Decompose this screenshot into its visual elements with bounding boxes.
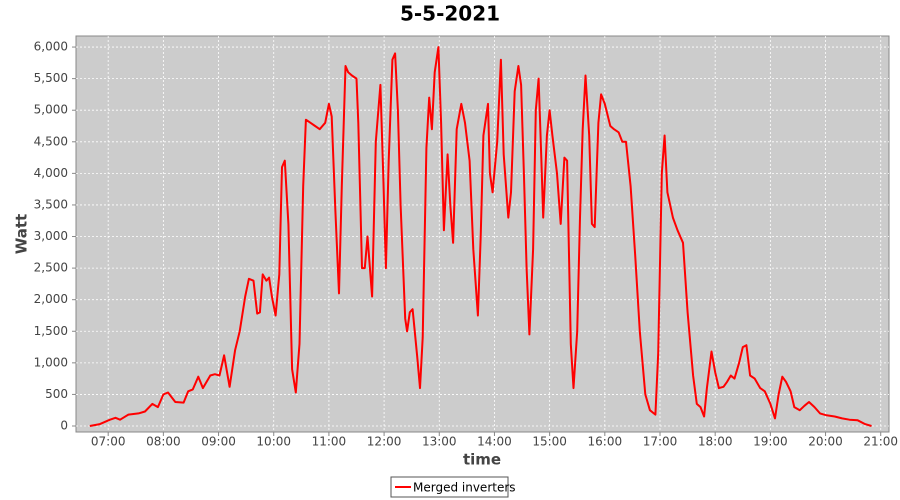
y-tick-label: 4,500 <box>34 134 68 148</box>
y-tick-label: 3,000 <box>34 229 68 243</box>
x-tick-label: 11:00 <box>312 435 347 449</box>
y-tick-label: 4,000 <box>34 166 68 180</box>
legend <box>390 476 509 498</box>
x-tick-label: 21:00 <box>863 435 898 449</box>
y-tick-label: 6,000 <box>34 40 68 54</box>
y-axis-label: Watt <box>13 214 31 254</box>
x-tick-label: 16:00 <box>588 435 623 449</box>
x-tick-label: 15:00 <box>532 435 567 449</box>
y-tick-label: 2,500 <box>34 261 68 275</box>
y-tick-label: 3,500 <box>34 197 68 211</box>
x-tick-label: 20:00 <box>808 435 843 449</box>
chart-title: 5-5-2021 <box>400 2 500 26</box>
y-tick-label: 1,500 <box>34 324 68 338</box>
x-tick-label: 08:00 <box>146 435 181 449</box>
x-tick-label: 09:00 <box>201 435 236 449</box>
y-tick-label: 0 <box>60 419 68 433</box>
y-tick-label: 500 <box>45 387 68 401</box>
legend-label: Merged inverters <box>413 481 516 495</box>
y-tick-label: 5,500 <box>34 71 68 85</box>
x-tick-label: 19:00 <box>753 435 788 449</box>
x-tick-label: 10:00 <box>256 435 291 449</box>
x-tick-label: 17:00 <box>643 435 678 449</box>
series-line <box>89 46 872 427</box>
x-axis-label: time <box>463 451 501 469</box>
y-tick-label: 1,000 <box>34 355 68 369</box>
y-tick-label: 5,000 <box>34 103 68 117</box>
x-tick-label: 18:00 <box>698 435 733 449</box>
x-tick-label: 07:00 <box>91 435 126 449</box>
x-tick-label: 13:00 <box>422 435 457 449</box>
x-tick-label: 14:00 <box>477 435 512 449</box>
y-tick-label: 2,000 <box>34 292 68 306</box>
x-tick-label: 12:00 <box>367 435 402 449</box>
plot-area <box>75 35 890 433</box>
